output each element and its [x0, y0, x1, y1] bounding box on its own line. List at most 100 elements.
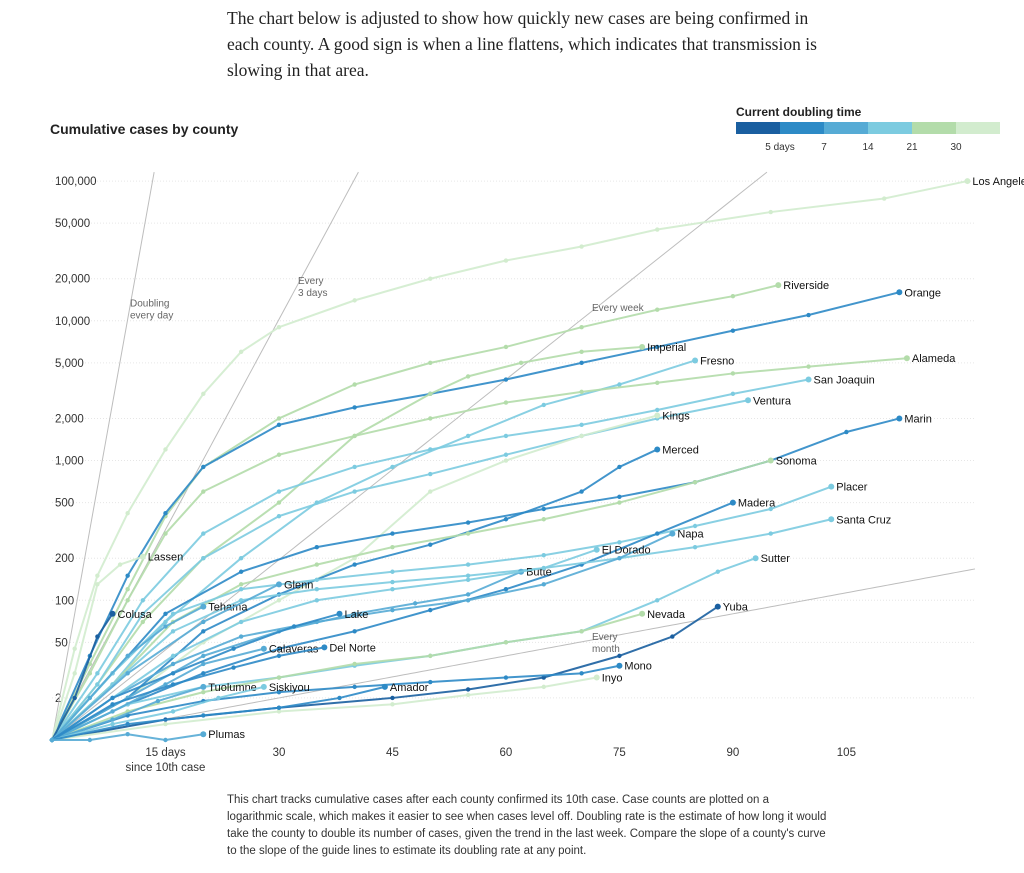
county-label: Sutter	[761, 553, 791, 565]
series-point	[276, 513, 282, 519]
series-point	[276, 709, 282, 714]
series-point	[428, 471, 433, 477]
legend-swatch	[824, 122, 868, 134]
series-point	[617, 540, 622, 545]
x-tick-label: 105	[837, 747, 856, 759]
series-line	[51, 518, 832, 741]
series-point	[465, 598, 471, 603]
series-point	[768, 209, 773, 215]
county-label: San Joaquin	[814, 375, 875, 387]
series-point	[730, 371, 736, 376]
series-end-point	[200, 683, 207, 690]
series-end-point	[654, 412, 661, 419]
county-label: Santa Cruz	[836, 514, 891, 526]
series-point	[163, 611, 168, 617]
series-point	[276, 422, 282, 428]
series-point	[670, 634, 675, 639]
county-label: Glenn	[284, 579, 313, 591]
series-point	[428, 447, 433, 452]
series-point	[428, 542, 433, 547]
series-end-point	[964, 178, 971, 185]
guide-line	[51, 171, 359, 741]
series-point	[201, 489, 206, 494]
county-label: Alameda	[912, 353, 956, 365]
series-end-point	[593, 546, 600, 553]
series-point	[276, 416, 282, 421]
series-point	[503, 517, 509, 522]
series-point	[276, 653, 282, 659]
series-point	[170, 661, 176, 667]
county-label: Kings	[662, 411, 690, 423]
series-end-point	[805, 376, 812, 383]
county-label: Imperial	[647, 342, 686, 354]
series-line	[51, 501, 734, 741]
series-point	[352, 489, 357, 494]
county-label: El Dorado	[602, 545, 651, 557]
series-line	[51, 378, 809, 741]
guide-line	[51, 171, 768, 741]
series-point	[201, 661, 206, 667]
x-tick-label: 60	[500, 747, 513, 759]
series-line	[51, 485, 832, 741]
series-point	[503, 258, 509, 263]
series-point	[730, 293, 736, 299]
series-point	[201, 689, 206, 695]
series-point	[730, 391, 736, 397]
series-end-point	[616, 662, 623, 669]
series-point	[352, 629, 357, 634]
series-point	[163, 721, 168, 727]
y-tick-label: 5,000	[55, 358, 84, 370]
series-point	[518, 360, 524, 366]
series-point	[125, 732, 130, 737]
series-point	[655, 307, 660, 312]
series-point	[617, 464, 622, 470]
series-point	[465, 692, 471, 698]
series-point	[465, 433, 471, 439]
series-point	[617, 382, 622, 387]
series-point	[428, 653, 433, 659]
series-point	[276, 500, 282, 505]
series-point	[314, 577, 319, 583]
series-point	[465, 562, 471, 567]
series-end-point	[654, 446, 661, 453]
series-point	[503, 587, 509, 592]
cases-chart: 100,000 50,000 20,000 10,000 5,000 2,000 1,000…	[49, 105, 1024, 774]
series-line	[51, 532, 673, 741]
y-tick-label: 2	[55, 693, 61, 705]
series-point	[465, 592, 471, 597]
county-label: Tuolumne	[208, 682, 257, 694]
series-point	[170, 709, 176, 714]
series-end-point	[692, 357, 699, 364]
y-tick-label: 200	[55, 553, 74, 565]
guide-line-label: month	[592, 644, 620, 655]
series-point	[49, 737, 55, 743]
series-point	[238, 569, 244, 574]
series-point	[428, 607, 433, 613]
intro-paragraph: The chart below is adjusted to show how …	[227, 8, 817, 80]
series-point	[390, 579, 395, 585]
series-end-point	[669, 530, 676, 537]
series-point	[72, 646, 77, 651]
series-point	[579, 389, 584, 395]
county-label: Plumas	[208, 729, 245, 741]
series-point	[465, 573, 471, 578]
x-tick-label: 30	[273, 747, 286, 759]
series-point	[201, 391, 206, 397]
series-point	[617, 494, 622, 500]
guide-line	[51, 172, 155, 741]
series-end-point	[767, 457, 774, 464]
series-point	[390, 587, 395, 592]
series-point	[882, 196, 887, 201]
series-point	[337, 695, 342, 701]
series-point	[390, 531, 395, 536]
series-point	[125, 598, 130, 603]
series-end-point	[828, 483, 835, 490]
county-label: Nevada	[647, 609, 686, 621]
chart-caption: This chart tracks cumulative cases after…	[227, 794, 827, 857]
series-point	[201, 671, 206, 676]
series-point	[125, 510, 130, 516]
county-label: Marin	[904, 413, 932, 425]
series-point	[140, 611, 145, 617]
county-label: Yuba	[723, 602, 749, 614]
county-label: Placer	[836, 482, 868, 494]
